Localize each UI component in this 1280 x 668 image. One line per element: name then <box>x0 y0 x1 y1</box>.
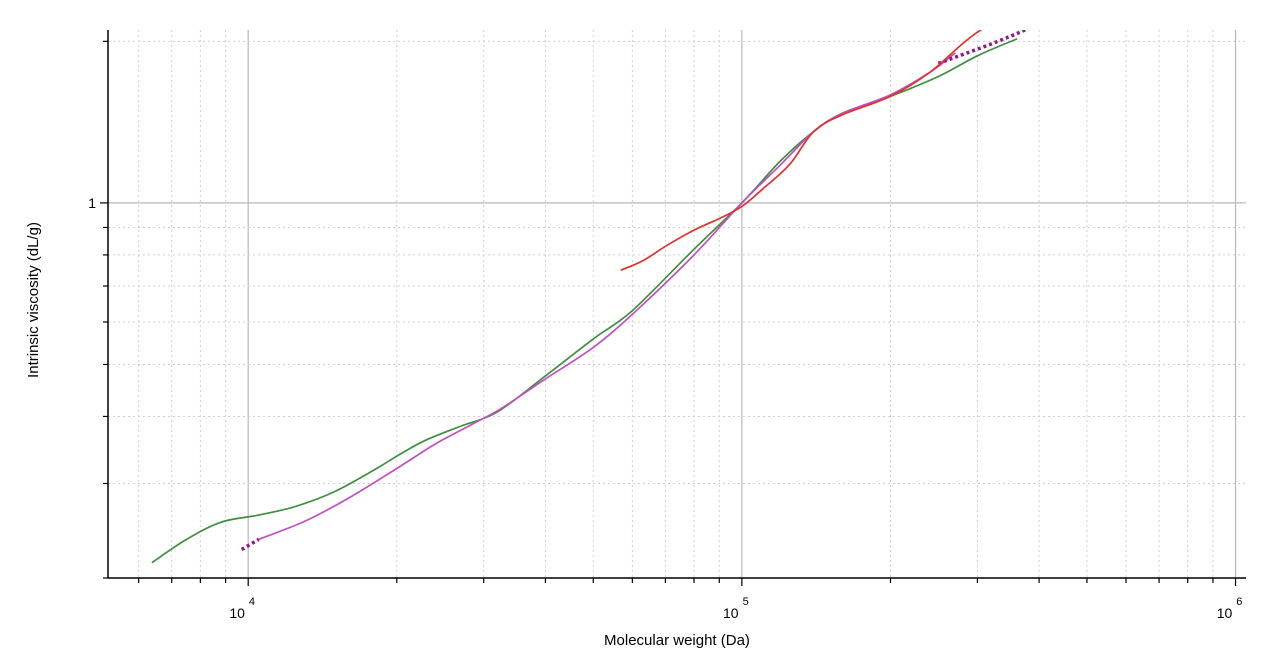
series-line-2 <box>257 52 956 541</box>
series-line-4-dotted <box>937 30 1030 66</box>
series-line-5 <box>620 30 983 271</box>
x-tick-exponent: 4 <box>249 596 255 608</box>
x-tick-exponent: 5 <box>743 596 749 608</box>
x-tick-label: 105 <box>723 596 749 621</box>
series-line-3-dotted <box>240 537 260 552</box>
axes: 104 105 106 1 <box>88 30 1246 621</box>
x-axis-title: Molecular weight (Da) <box>604 632 750 649</box>
y-tick-label: 1 <box>88 195 96 211</box>
y-axis-title: Intrinsic viscosity (dL/g) <box>25 222 42 378</box>
x-tick-exponent: 6 <box>1236 596 1242 608</box>
x-tick-label: 104 <box>229 596 255 621</box>
x-tick-label: 106 <box>1217 596 1243 621</box>
series-layer <box>151 30 1030 564</box>
grid <box>108 30 1246 579</box>
